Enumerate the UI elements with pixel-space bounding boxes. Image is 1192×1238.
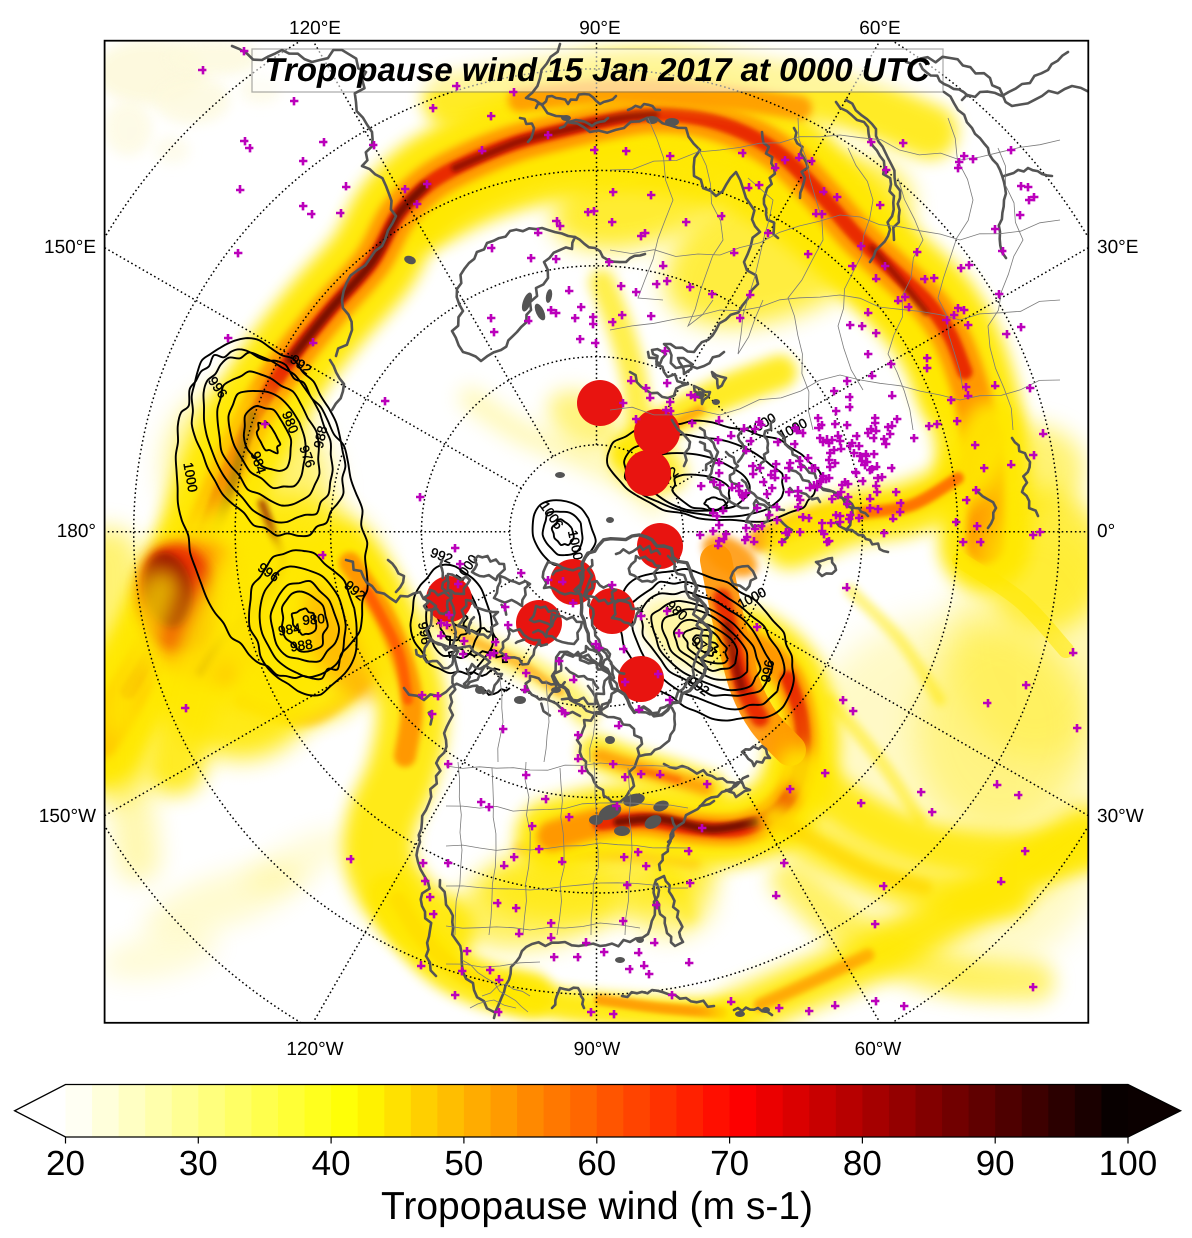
svg-text:60: 60 <box>577 1144 616 1183</box>
svg-text:90: 90 <box>976 1144 1015 1183</box>
svg-text:980: 980 <box>302 611 326 628</box>
svg-text:984: 984 <box>277 620 302 638</box>
svg-text:100: 100 <box>1099 1144 1157 1183</box>
svg-text:0°: 0° <box>1097 521 1115 542</box>
svg-text:988: 988 <box>311 424 330 449</box>
svg-text:Tropopause wind (m s-1): Tropopause wind (m s-1) <box>381 1185 813 1228</box>
svg-text:996: 996 <box>758 658 777 683</box>
svg-text:40: 40 <box>312 1144 351 1183</box>
svg-text:80: 80 <box>843 1144 882 1183</box>
svg-text:150°W: 150°W <box>39 806 96 827</box>
svg-text:180°: 180° <box>57 521 96 542</box>
svg-text:120°W: 120°W <box>286 1039 343 1060</box>
svg-text:984: 984 <box>248 450 269 477</box>
svg-text:30: 30 <box>179 1144 218 1183</box>
svg-text:90°E: 90°E <box>579 18 620 39</box>
svg-text:992: 992 <box>428 545 454 567</box>
svg-text:60°E: 60°E <box>859 18 900 39</box>
svg-text:150°E: 150°E <box>44 237 96 258</box>
svg-text:20: 20 <box>46 1144 85 1183</box>
svg-text:1000: 1000 <box>565 529 586 562</box>
svg-text:50: 50 <box>444 1144 483 1183</box>
svg-text:90°W: 90°W <box>574 1039 621 1060</box>
svg-text:30°E: 30°E <box>1097 237 1138 258</box>
svg-text:30°W: 30°W <box>1097 806 1144 827</box>
svg-text:Tropopause wind 15 Jan 2017 at: Tropopause wind 15 Jan 2017 at 0000 UTC <box>264 51 930 88</box>
svg-text:60°W: 60°W <box>855 1039 902 1060</box>
svg-text:988: 988 <box>289 637 313 655</box>
svg-text:976: 976 <box>296 443 318 469</box>
svg-text:70: 70 <box>710 1144 749 1183</box>
svg-text:120°E: 120°E <box>289 18 341 39</box>
svg-text:1000: 1000 <box>180 461 200 493</box>
